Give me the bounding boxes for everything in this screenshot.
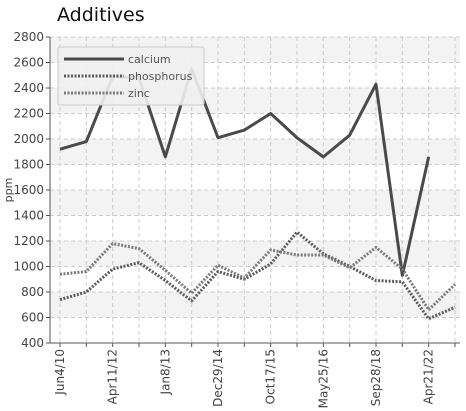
y-axis-label: ppm (2, 178, 15, 203)
y-tick-label: 2200 (13, 107, 44, 121)
x-tick-label: May25/16 (316, 349, 330, 408)
x-tick-label: Apr21/22 (422, 349, 436, 404)
grid-band (50, 190, 460, 216)
y-tick-label: 800 (21, 285, 44, 299)
x-tick-label: Dec29/14 (211, 349, 225, 407)
x-tick-label: Jan8/13 (158, 349, 172, 395)
legend-box (57, 46, 205, 106)
y-tick-label: 1400 (13, 209, 44, 223)
y-tick-label: 2600 (13, 56, 44, 70)
y-tick-label: 600 (21, 311, 44, 325)
grid-band (50, 139, 460, 165)
chart-title: Additives (57, 4, 145, 26)
grid-band (50, 164, 460, 190)
series-line-zinc (59, 242, 457, 312)
x-tick-label: Sep28/18 (369, 349, 383, 406)
y-tick-label: 2400 (13, 81, 44, 95)
grid-band (50, 266, 460, 292)
grid-band (50, 113, 460, 139)
legend-label-calcium: calcium (128, 53, 171, 66)
y-tick-label: 1000 (13, 260, 44, 274)
grid-band (50, 317, 460, 343)
x-tick-label: Oct17/15 (264, 349, 278, 404)
legend-label-phosphorus: phosphorus (128, 70, 193, 83)
grid-band (50, 215, 460, 241)
y-tick-label: 1200 (13, 234, 44, 248)
x-tick-label: Apr11/12 (106, 349, 120, 404)
y-tick-label: 1600 (13, 183, 44, 197)
y-tick-label: 2800 (13, 30, 44, 44)
y-tick-label: 2000 (13, 132, 44, 146)
y-tick-label: 400 (21, 336, 44, 350)
legend-label-zinc: zinc (128, 87, 150, 100)
series-line-phosphorus (59, 230, 456, 321)
y-tick-label: 1800 (13, 158, 44, 172)
grid-band (50, 292, 460, 318)
x-tick-label: Jun4/10 (53, 349, 67, 396)
